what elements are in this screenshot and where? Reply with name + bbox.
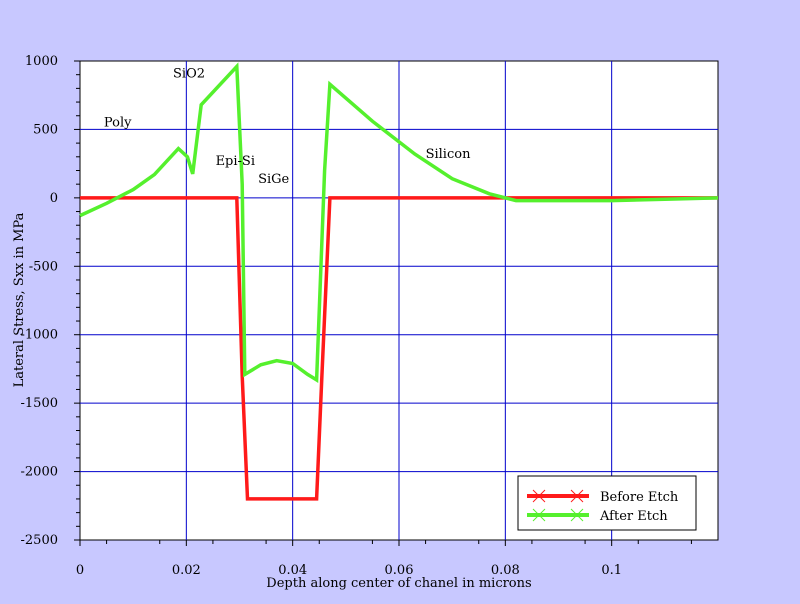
legend-marker-before-etch <box>532 489 546 503</box>
annotation-silicon: Silicon <box>426 147 471 162</box>
series-line-after-etch <box>79 62 719 383</box>
x-tick-label: 0.06 <box>385 563 414 578</box>
annotation-poly: Poly <box>104 116 132 131</box>
x-tick-label: 0.1 <box>601 563 622 578</box>
legend-box <box>517 475 697 531</box>
y-tick-label: 500 <box>33 122 58 137</box>
y-axis-label: Lateral Stress, Sxx in MPa <box>12 212 27 387</box>
legend: Before Etch After Etch <box>517 475 697 531</box>
y-tick-label: -1000 <box>21 328 58 343</box>
legend-entries: Before Etch After Etch <box>527 489 679 524</box>
legend-marker-before-etch <box>570 489 584 503</box>
x-tick-label: 0.04 <box>278 563 307 578</box>
y-tick-label: 1000 <box>25 54 58 69</box>
series-layer <box>79 62 719 501</box>
annotation-sio2: SiO2 <box>173 66 205 81</box>
x-tick-label: 0.08 <box>491 563 520 578</box>
legend-marker-after-etch <box>532 508 546 522</box>
annotation-epi-si: Epi-Si <box>216 154 255 169</box>
x-tick-label: 0 <box>76 563 84 578</box>
tick-layer: 0 0.02 0.04 0.06 0.08 0.1 -2500 -2000 -1500 -1000… <box>21 54 692 578</box>
y-tick-label: -500 <box>29 259 58 274</box>
annotation-sige: SiGe <box>258 172 289 187</box>
y-tick-label: -2500 <box>21 533 58 548</box>
x-axis-label: Depth along center of chanel in microns <box>266 576 531 591</box>
y-tick-label: -1500 <box>21 396 58 411</box>
legend-label-before-etch: Before Etch <box>600 490 679 505</box>
y-tick-label: 0 <box>50 191 58 206</box>
legend-marker-after-etch <box>570 508 584 522</box>
y-tick-label: -2000 <box>21 465 58 480</box>
legend-label-after-etch: After Etch <box>599 509 668 524</box>
x-tick-label: 0.02 <box>172 563 201 578</box>
series-line-before-etch <box>80 196 718 501</box>
